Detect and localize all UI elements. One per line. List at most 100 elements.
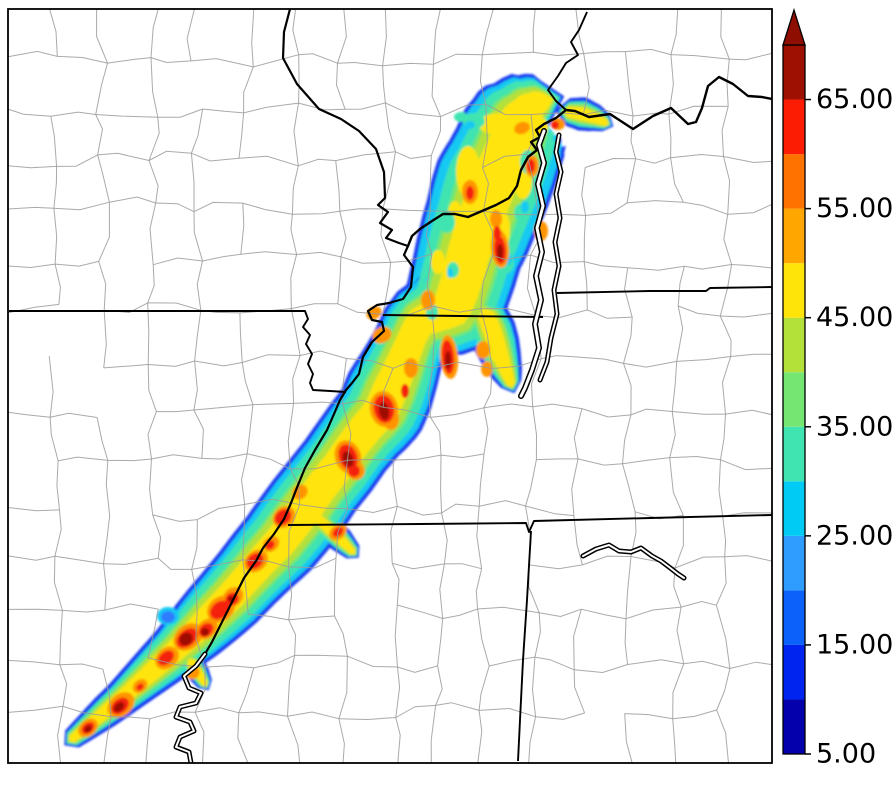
county-line xyxy=(49,9,58,57)
county-line xyxy=(669,411,676,458)
county-line xyxy=(623,363,632,415)
county-line xyxy=(479,500,526,507)
colorbar-tick-label: 15.00 xyxy=(816,629,893,660)
swath-cyan-patch xyxy=(521,201,529,213)
county-line xyxy=(191,569,198,613)
river-mississippi-upper xyxy=(203,9,415,656)
county-line xyxy=(440,103,486,118)
county-line xyxy=(298,54,300,104)
county-line xyxy=(483,210,539,216)
county-line xyxy=(186,9,195,61)
county-line xyxy=(723,156,731,215)
county-line xyxy=(482,104,488,168)
county-line xyxy=(716,709,729,763)
county-line xyxy=(103,310,107,368)
county-line xyxy=(627,265,685,271)
county-line xyxy=(431,305,481,313)
county-line xyxy=(248,613,289,621)
county-line xyxy=(721,106,729,157)
county-line xyxy=(155,202,195,213)
county-line xyxy=(95,62,108,115)
hotspot-red xyxy=(136,683,144,691)
county-line xyxy=(157,557,192,570)
county-line xyxy=(239,312,243,363)
county-line xyxy=(492,254,531,261)
county-line xyxy=(8,555,56,561)
county-line xyxy=(150,9,159,58)
colorbar-segment xyxy=(783,699,805,754)
county-line xyxy=(339,211,347,258)
county-line xyxy=(625,606,682,620)
county-line xyxy=(8,206,54,210)
county-line xyxy=(194,360,243,367)
county-line xyxy=(54,509,62,557)
colorbar-over-range-arrow xyxy=(782,7,806,46)
county-line xyxy=(674,556,725,569)
county-line xyxy=(429,155,432,212)
county-line xyxy=(584,261,628,269)
county-line xyxy=(102,669,112,717)
county-line xyxy=(669,455,721,461)
county-line xyxy=(475,568,483,610)
hotspot-red xyxy=(551,121,559,129)
county-line xyxy=(96,417,109,461)
county-line xyxy=(442,608,478,619)
county-line xyxy=(583,109,634,117)
county-line xyxy=(729,661,772,669)
map-frame xyxy=(7,8,773,764)
county-line xyxy=(624,51,634,117)
county-line xyxy=(476,506,483,569)
county-line xyxy=(103,557,159,565)
county-line xyxy=(193,211,203,262)
county-line xyxy=(292,210,340,215)
county-line xyxy=(334,615,348,657)
county-line xyxy=(477,608,490,667)
county-line xyxy=(48,356,54,418)
county-line xyxy=(103,716,112,763)
county-line xyxy=(8,108,51,117)
swath-yellow-patch xyxy=(488,333,502,361)
county-line xyxy=(105,460,111,516)
county-line xyxy=(575,9,585,54)
colorbar-segment xyxy=(783,45,805,100)
county-line xyxy=(107,458,152,462)
county-line xyxy=(432,9,441,65)
county-line xyxy=(672,411,726,415)
county-line xyxy=(49,412,98,418)
county-line xyxy=(242,559,289,568)
county-line xyxy=(382,208,431,212)
county-line xyxy=(532,406,538,460)
county-line xyxy=(684,264,732,270)
county-line xyxy=(676,607,685,664)
county-line xyxy=(149,202,157,265)
county-line xyxy=(573,515,583,566)
county-line xyxy=(624,713,633,763)
county-line xyxy=(440,455,443,514)
county-line xyxy=(583,51,626,54)
county-line xyxy=(485,103,532,116)
county-line xyxy=(536,458,578,461)
county-line xyxy=(50,116,58,167)
county-line xyxy=(253,654,295,669)
county-line xyxy=(441,512,448,564)
county-line xyxy=(8,705,64,713)
river-kentucky-lake-channel xyxy=(519,129,546,398)
county-line xyxy=(530,358,542,407)
county-line xyxy=(392,362,433,369)
county-line xyxy=(290,254,298,309)
county-line xyxy=(482,153,527,169)
county-line xyxy=(730,353,772,357)
county-line xyxy=(294,654,348,657)
county-line xyxy=(238,155,299,167)
county-line xyxy=(53,201,110,211)
county-line xyxy=(253,54,299,68)
county-line xyxy=(526,154,539,215)
county-line xyxy=(337,9,347,64)
county-line xyxy=(104,603,159,611)
county-line xyxy=(625,48,672,56)
county-line xyxy=(59,664,68,707)
county-line xyxy=(238,667,255,713)
county-line xyxy=(683,660,731,669)
colorbar-tick-label: 45.00 xyxy=(816,302,893,333)
county-line xyxy=(238,112,245,159)
